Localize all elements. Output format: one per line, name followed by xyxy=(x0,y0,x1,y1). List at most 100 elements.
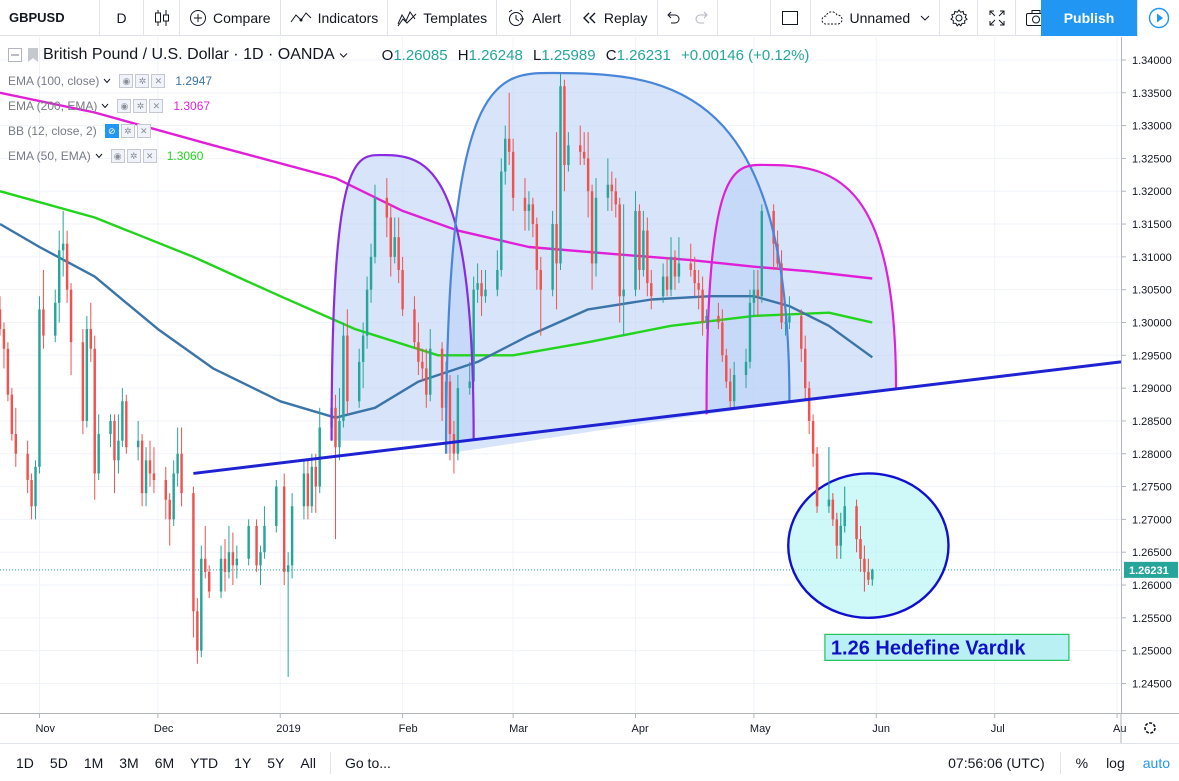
candle xyxy=(811,414,815,467)
chart-style-button[interactable] xyxy=(144,0,180,36)
candle xyxy=(140,434,144,507)
price-tick-label: 1.26500 xyxy=(1132,547,1172,559)
range-button-1m[interactable]: 1M xyxy=(83,754,104,771)
percent-scale-toggle[interactable]: % xyxy=(1075,755,1089,771)
scale-settings-gear-icon[interactable] xyxy=(1144,722,1156,734)
redo-button[interactable] xyxy=(688,0,718,36)
candle xyxy=(511,138,515,211)
range-button-ytd[interactable]: YTD xyxy=(190,754,219,771)
candle-body xyxy=(507,138,511,152)
candle xyxy=(109,414,112,448)
undo-button[interactable] xyxy=(658,0,688,36)
price-tick-label: 1.30500 xyxy=(1132,285,1172,297)
high-label: H xyxy=(457,46,469,64)
interval-button[interactable]: D xyxy=(100,0,144,36)
range-button-5y[interactable]: 5Y xyxy=(267,754,285,771)
candle-body xyxy=(247,525,250,559)
series-legend[interactable]: British Pound / U.S. Dollar · 1D · OANDA… xyxy=(8,44,809,66)
candle xyxy=(275,480,278,533)
candle xyxy=(290,493,294,579)
chevron-down-icon[interactable] xyxy=(101,103,109,109)
price-tick-label: 1.31000 xyxy=(1132,252,1172,264)
candle-body xyxy=(306,473,310,507)
range-button-3m[interactable]: 3M xyxy=(119,754,139,771)
templates-button[interactable]: Templates xyxy=(388,0,498,36)
gear-icon[interactable]: ✲ xyxy=(135,73,150,88)
layout-name-button[interactable]: Unnamed xyxy=(809,0,941,36)
candle xyxy=(247,519,250,566)
candle xyxy=(61,210,65,277)
gear-icon[interactable]: ✲ xyxy=(126,148,141,163)
compare-button[interactable]: Compare xyxy=(180,0,281,36)
auto-scale-toggle[interactable]: auto xyxy=(1142,755,1170,771)
arc-fill-right-shoulder xyxy=(706,164,897,415)
gear-icon[interactable]: ✲ xyxy=(120,123,135,138)
log-scale-toggle[interactable]: log xyxy=(1106,755,1125,771)
goto-date-button[interactable]: Go to... xyxy=(344,754,391,771)
range-button-1y[interactable]: 1Y xyxy=(234,754,252,771)
candle-body xyxy=(756,289,760,297)
chart-pane[interactable]: 1.26 Hedefine Vardık xyxy=(0,37,1122,713)
settings-button[interactable] xyxy=(940,0,979,36)
divider xyxy=(1059,752,1061,774)
candle xyxy=(480,269,483,316)
fullscreen-layout-button[interactable] xyxy=(769,0,810,36)
fullscreen-button[interactable] xyxy=(978,0,1017,36)
candle-body xyxy=(559,86,562,264)
chevron-down-icon xyxy=(920,14,930,22)
candle xyxy=(673,250,677,290)
time-tick: Feb xyxy=(399,714,418,735)
candle-body xyxy=(223,558,227,572)
alert-label: Alert xyxy=(532,9,561,26)
chevron-down-icon[interactable] xyxy=(339,52,348,59)
eye-icon[interactable]: ◉ xyxy=(110,148,125,163)
candle xyxy=(661,263,665,303)
candle-body xyxy=(192,493,195,612)
collapse-legend-icon[interactable] xyxy=(8,48,22,62)
close-icon[interactable]: ✕ xyxy=(142,148,157,163)
publish-button[interactable]: Publish xyxy=(1041,0,1137,36)
chevron-down-icon[interactable] xyxy=(103,78,111,84)
alert-button[interactable]: Alert xyxy=(497,0,571,36)
chart-canvas[interactable]: 1.26 Hedefine Vardık xyxy=(0,37,1122,713)
eye-icon[interactable]: ◉ xyxy=(117,98,132,113)
time-tick-label: Apr xyxy=(631,723,648,735)
range-button-all[interactable]: All xyxy=(300,754,316,771)
study-legend-ema100[interactable]: EMA (100, close) ◉ ✲ ✕ 1.2947 xyxy=(8,68,809,93)
range-button-1d[interactable]: 1D xyxy=(16,754,34,771)
close-icon[interactable]: ✕ xyxy=(151,73,166,88)
candle xyxy=(306,460,310,520)
replay-button[interactable]: Replay xyxy=(571,0,658,36)
study-legend-ema50[interactable]: EMA (50, EMA) ◉ ✲ ✕ 1.3060 xyxy=(8,143,809,168)
candle-body xyxy=(429,348,432,395)
range-button-6m[interactable]: 6M xyxy=(154,754,175,771)
range-button-5d[interactable]: 5D xyxy=(49,754,68,771)
close-icon[interactable]: ✕ xyxy=(136,123,151,138)
price-scale[interactable]: 1.34000 1.33500 1.33000 1.32500 1.32000 1.315… xyxy=(1121,37,1179,713)
candle-body xyxy=(523,197,527,211)
grid xyxy=(0,37,1121,713)
gear-icon[interactable]: ✲ xyxy=(133,98,148,113)
indicators-button[interactable]: Indicators xyxy=(281,0,389,36)
candle xyxy=(855,499,858,553)
play-button[interactable] xyxy=(1137,0,1179,36)
candle xyxy=(282,473,286,586)
candle xyxy=(93,335,96,500)
study-legend-ema200[interactable]: EMA (200, EMA) ◉ ✲ ✕ 1.3067 xyxy=(8,93,809,118)
utc-clock[interactable]: 07:56:06 (UTC) xyxy=(948,755,1045,771)
symbol-search-button[interactable]: GBPUSD xyxy=(0,0,100,36)
price-tick-label: 1.32000 xyxy=(1132,186,1172,198)
candle xyxy=(440,342,444,421)
candle-body xyxy=(0,309,2,330)
candle xyxy=(172,460,175,526)
candle-body xyxy=(693,269,696,284)
candle-body xyxy=(2,329,6,349)
close-icon[interactable]: ✕ xyxy=(149,98,164,113)
study-legend-bb[interactable]: BB (12, close, 2) ⊘ ✲ ✕ xyxy=(8,118,809,143)
chevron-down-icon[interactable] xyxy=(95,153,103,159)
eye-icon[interactable]: ◉ xyxy=(119,73,134,88)
eye-hidden-icon[interactable]: ⊘ xyxy=(104,123,119,138)
time-scale[interactable]: Nov Dec 2019 Feb Mar Apr May Jun Jul Au xyxy=(0,713,1179,743)
candle-body xyxy=(642,230,645,270)
candle-body xyxy=(109,420,112,435)
